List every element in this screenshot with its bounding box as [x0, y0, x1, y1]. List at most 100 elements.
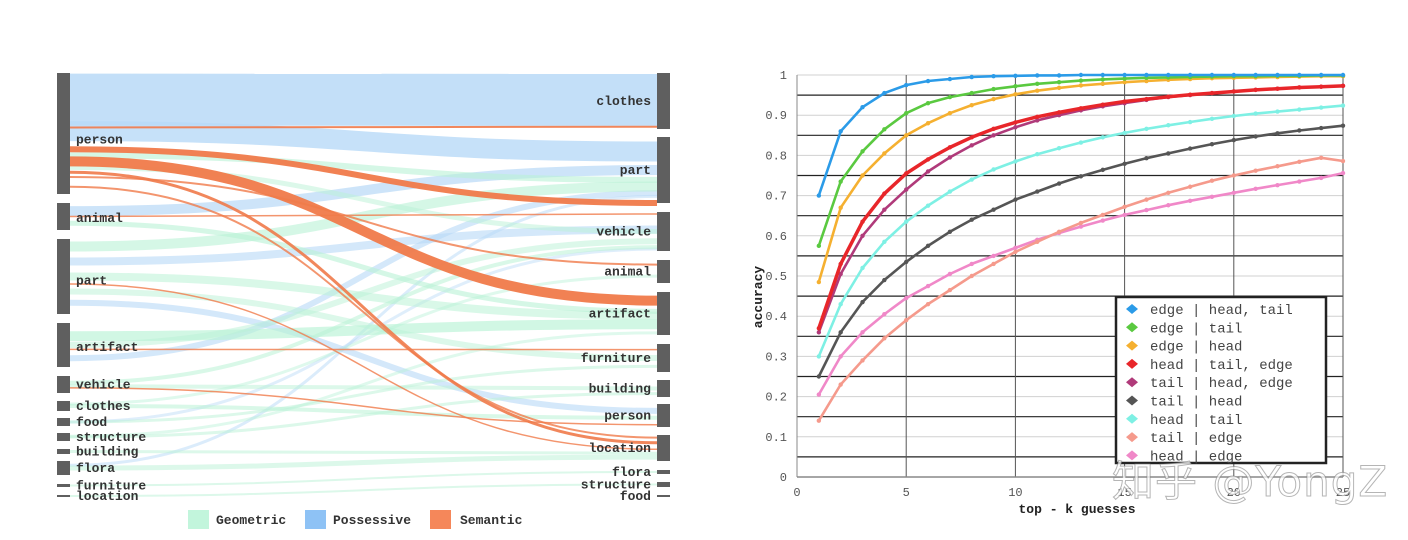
chart-legend: edge | head, tail edge | tail edge | head h…: [1114, 295, 1328, 465]
sankey-left-label: flora: [76, 461, 115, 476]
data-point: [838, 354, 843, 359]
sankey-right-label: animal: [604, 265, 651, 280]
data-point: [1100, 77, 1105, 82]
data-point: [925, 301, 931, 307]
data-point: [925, 243, 931, 249]
data-point: [1209, 194, 1215, 200]
y-tick-label: 0.5: [765, 270, 787, 284]
sankey-link: [69, 299, 658, 414]
data-point: [1318, 125, 1324, 131]
data-point: [991, 74, 996, 79]
data-point: [1340, 73, 1346, 78]
sankey-right-label: artifact: [589, 307, 651, 322]
data-point: [969, 90, 974, 96]
data-point: [1187, 119, 1193, 125]
sankey-left-label: building: [76, 445, 139, 460]
sankey-node-right: [657, 344, 670, 372]
data-point: [1078, 174, 1084, 179]
data-point: [1231, 89, 1237, 94]
legend-entry: edge | tail: [1150, 321, 1242, 337]
data-point: [860, 104, 865, 110]
data-point: [925, 157, 931, 162]
sankey-legend: Geometric Possessive Semantic: [188, 510, 523, 529]
sankey-left-label: furniture: [76, 479, 146, 494]
data-point: [991, 133, 996, 138]
data-point: [1144, 75, 1149, 81]
data-point: [947, 155, 953, 160]
data-point: [1275, 86, 1280, 91]
sankey-node-right: [657, 73, 670, 129]
x-tick-label: 5: [903, 486, 910, 500]
data-point: [947, 145, 953, 150]
sankey-right-label: building: [589, 382, 652, 397]
sankey-left-label: location: [76, 489, 139, 504]
y-tick-label: 0: [780, 471, 787, 485]
sankey-right-label: location: [589, 441, 652, 456]
data-point: [1056, 230, 1062, 236]
sankey-node-left: [57, 495, 70, 497]
data-point: [1275, 109, 1280, 114]
legend-marker-icon: [1126, 395, 1138, 406]
data-point: [1013, 249, 1018, 255]
data-point: [1253, 186, 1258, 191]
sankey-link: [69, 404, 658, 420]
sankey-right-label: flora: [612, 465, 651, 480]
data-point: [860, 219, 865, 224]
watermark: 知乎 @YongZ: [1111, 457, 1389, 507]
legend-semantic: Semantic: [460, 513, 523, 528]
data-point: [1318, 105, 1324, 110]
data-point: [947, 94, 953, 100]
data-point: [882, 239, 887, 245]
data-point: [1209, 90, 1215, 96]
data-point: [882, 311, 887, 317]
data-point: [1297, 72, 1302, 78]
data-point: [1187, 198, 1193, 204]
data-point: [1318, 175, 1324, 181]
data-point: [838, 205, 843, 210]
data-point: [991, 253, 996, 259]
data-point: [1340, 170, 1346, 176]
sankey-left-label: part: [76, 273, 107, 288]
data-point: [1209, 116, 1215, 122]
data-point: [1035, 239, 1040, 245]
data-point: [860, 173, 865, 178]
data-point: [1340, 158, 1346, 164]
data-point: [904, 219, 909, 224]
data-point: [1318, 73, 1324, 78]
data-point: [1144, 78, 1149, 84]
data-point: [969, 102, 974, 108]
legend-marker-icon: [1126, 413, 1138, 424]
data-point: [1035, 73, 1040, 78]
data-point: [1100, 104, 1105, 109]
sankey-link: [69, 238, 658, 348]
data-point: [1209, 72, 1215, 78]
data-point: [969, 273, 974, 279]
data-point: [1253, 168, 1258, 173]
data-point: [1056, 85, 1062, 91]
sankey-link: [69, 392, 658, 439]
legend-entry: head | tail: [1150, 413, 1242, 429]
data-point: [991, 261, 996, 267]
data-point: [1056, 145, 1062, 151]
data-point: [1056, 229, 1062, 234]
data-point: [860, 330, 865, 335]
data-point: [1122, 100, 1127, 106]
data-point: [1056, 73, 1062, 78]
sankey-left-label: artifact: [76, 340, 138, 355]
sankey-link: [69, 185, 658, 439]
legend-marker-icon: [1126, 377, 1138, 388]
sankey-link: [69, 165, 658, 217]
data-point: [1253, 134, 1258, 139]
data-point: [816, 374, 822, 379]
sankey-link: [69, 387, 658, 426]
data-point: [860, 233, 865, 238]
data-point: [904, 133, 909, 138]
data-point: [1275, 74, 1280, 80]
data-point: [1144, 156, 1149, 161]
data-point: [925, 203, 931, 208]
sankey-node-right: [657, 495, 670, 497]
sankey-node-right: [657, 380, 670, 397]
data-point: [1275, 86, 1280, 91]
data-point: [1340, 74, 1346, 79]
data-point: [1340, 103, 1346, 108]
